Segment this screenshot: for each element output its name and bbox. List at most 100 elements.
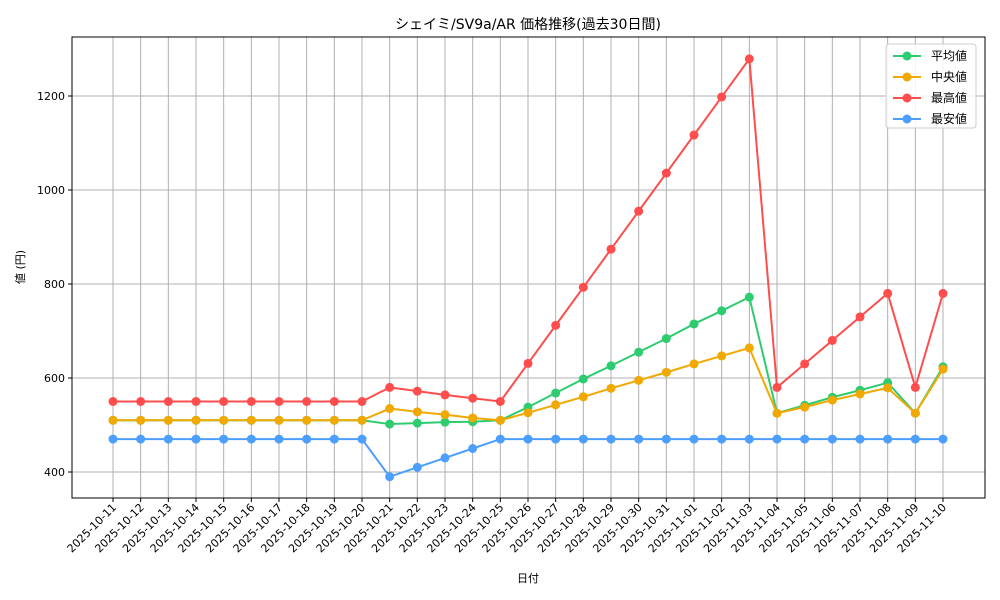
- data-point: [219, 434, 229, 444]
- x-axis: 2025-10-112025-10-122025-10-132025-10-14…: [65, 498, 949, 555]
- data-point: [468, 393, 478, 403]
- data-point: [191, 415, 201, 425]
- data-point: [357, 434, 367, 444]
- data-point: [938, 364, 948, 374]
- y-axis: 400 600 800 1000 1200: [37, 90, 72, 479]
- y-axis-label: 値 (円): [14, 250, 27, 284]
- data-point: [661, 367, 671, 377]
- data-point: [385, 419, 395, 429]
- data-point: [468, 444, 478, 453]
- data-point: [108, 397, 118, 406]
- data-point: [357, 397, 367, 406]
- data-point: [329, 415, 339, 425]
- legend-label: 最安値: [931, 111, 967, 126]
- data-point: [440, 453, 450, 463]
- y-tick-label: 1200: [37, 90, 65, 103]
- data-point: [551, 320, 561, 330]
- data-point: [800, 402, 810, 412]
- data-point: [412, 386, 422, 396]
- data-point: [910, 382, 920, 392]
- data-point: [578, 392, 588, 402]
- data-point: [855, 389, 865, 399]
- data-point: [219, 415, 229, 425]
- data-point: [523, 434, 533, 444]
- data-point: [495, 415, 505, 425]
- data-point: [385, 382, 395, 392]
- data-point: [634, 434, 644, 444]
- legend-label: 最高値: [931, 90, 967, 105]
- legend-marker: [902, 114, 912, 124]
- data-point: [606, 244, 616, 254]
- legend-label: 中央値: [931, 69, 967, 84]
- legend-marker: [902, 72, 912, 82]
- data-point: [855, 312, 865, 322]
- legend-marker: [902, 51, 912, 61]
- data-point: [578, 282, 588, 292]
- data-point: [827, 335, 837, 345]
- data-point: [910, 434, 920, 444]
- data-point: [661, 168, 671, 178]
- data-point: [191, 397, 201, 406]
- data-point: [717, 351, 727, 361]
- data-point: [468, 413, 478, 423]
- data-point: [634, 375, 644, 385]
- data-point: [606, 361, 616, 371]
- data-point: [274, 415, 284, 425]
- data-point: [136, 415, 146, 425]
- y-tick-label: 600: [44, 372, 65, 385]
- data-point: [108, 415, 118, 425]
- data-point: [357, 415, 367, 425]
- data-point: [302, 415, 312, 425]
- data-point: [302, 434, 312, 444]
- data-point: [606, 434, 616, 444]
- data-point: [689, 359, 699, 369]
- data-point: [385, 472, 395, 482]
- grid-lines: [72, 37, 985, 498]
- data-point: [302, 397, 312, 406]
- data-point: [744, 54, 754, 64]
- data-point: [827, 434, 837, 444]
- data-point: [689, 434, 699, 444]
- legend-box: [885, 43, 977, 129]
- data-point: [606, 383, 616, 393]
- data-point: [800, 434, 810, 444]
- data-point: [163, 434, 173, 444]
- data-point: [246, 415, 256, 425]
- legend-marker: [902, 93, 912, 103]
- data-point: [910, 408, 920, 418]
- data-point: [717, 434, 727, 444]
- series-3: [108, 434, 948, 482]
- data-point: [274, 397, 284, 406]
- data-point: [440, 417, 450, 427]
- data-point: [689, 130, 699, 140]
- data-point: [136, 397, 146, 406]
- x-axis-label: 日付: [517, 572, 539, 585]
- data-point: [661, 434, 671, 444]
- data-point: [744, 434, 754, 444]
- data-point: [772, 408, 782, 418]
- data-point: [163, 415, 173, 425]
- legend-label: 平均値: [931, 48, 967, 63]
- data-point: [772, 434, 782, 444]
- data-point: [744, 292, 754, 302]
- data-point: [551, 434, 561, 444]
- data-point: [495, 434, 505, 444]
- data-point: [800, 359, 810, 369]
- data-point: [551, 388, 561, 398]
- data-point: [191, 434, 201, 444]
- data-point: [440, 410, 450, 420]
- data-point: [661, 334, 671, 344]
- data-point: [938, 434, 948, 444]
- data-point: [578, 374, 588, 384]
- data-point: [883, 434, 893, 444]
- data-point: [883, 383, 893, 393]
- data-point: [329, 434, 339, 444]
- y-tick-label: 800: [44, 278, 65, 291]
- data-point: [634, 206, 644, 216]
- data-point: [329, 397, 339, 406]
- chart-title: シェイミ/SV9a/AR 価格推移(過去30日間): [395, 17, 661, 33]
- data-point: [883, 288, 893, 298]
- data-point: [744, 343, 754, 353]
- data-point: [412, 407, 422, 417]
